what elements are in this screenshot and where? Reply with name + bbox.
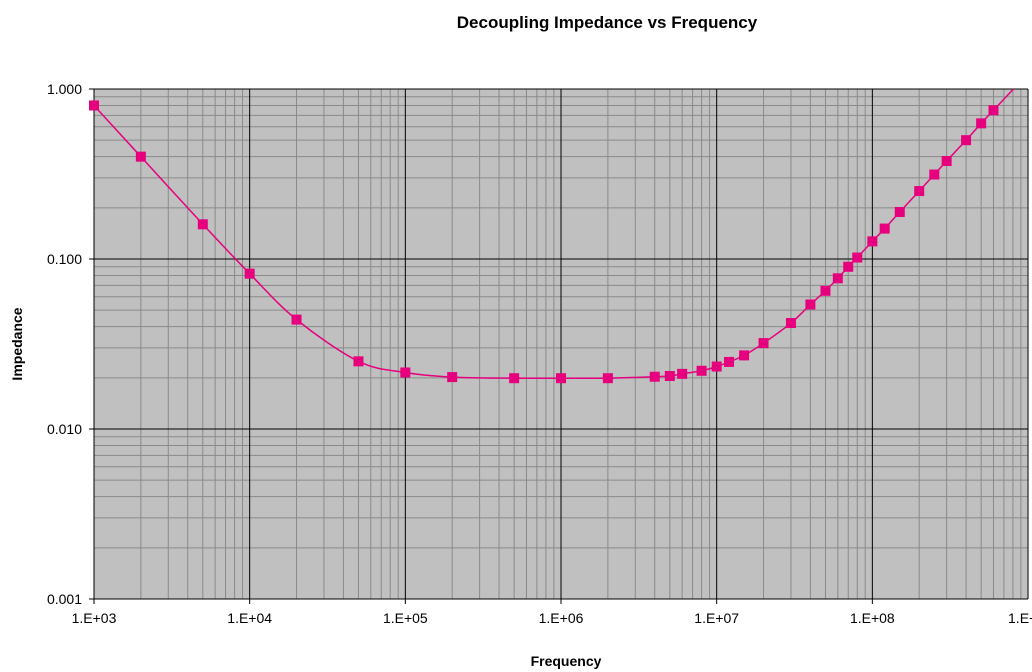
data-point-marker — [509, 373, 520, 384]
y-tick-label: 1.000 — [47, 81, 82, 97]
data-point-marker — [832, 273, 843, 284]
data-point-marker — [244, 268, 255, 279]
data-point-marker — [739, 350, 750, 361]
data-markers — [89, 100, 999, 384]
data-point-marker — [941, 156, 952, 167]
data-point-marker — [976, 118, 987, 129]
y-tick-label: 0.001 — [47, 591, 82, 607]
x-tick-label: 1.E+05 — [383, 610, 428, 626]
data-point-marker — [602, 373, 613, 384]
data-point-marker — [914, 186, 925, 197]
data-point-marker — [711, 361, 722, 372]
data-point-marker — [867, 236, 878, 247]
x-tick-label: 1.E+08 — [850, 610, 895, 626]
data-point-marker — [353, 356, 364, 367]
y-axis-title: Impedance — [9, 307, 25, 380]
data-point-marker — [664, 371, 675, 382]
x-tick-label: 1.E+04 — [227, 610, 272, 626]
data-point-marker — [400, 367, 411, 378]
data-point-marker — [879, 223, 890, 234]
data-point-marker — [843, 261, 854, 272]
data-point-marker — [961, 135, 972, 146]
data-point-marker — [988, 105, 999, 116]
data-point-marker — [291, 314, 302, 325]
data-point-marker — [556, 373, 567, 384]
data-point-marker — [758, 338, 769, 349]
data-point-marker — [929, 169, 940, 180]
y-tick-labels: 1.000 0.100 0.010 0.001 — [47, 81, 82, 607]
data-point-marker — [852, 252, 863, 263]
data-point-marker — [89, 100, 99, 111]
data-point-marker — [649, 371, 660, 382]
axes — [89, 88, 1028, 604]
data-point-marker — [447, 372, 458, 383]
data-point-marker — [785, 318, 796, 329]
data-point-marker — [820, 285, 831, 296]
data-point-marker — [677, 368, 688, 379]
x-tick-label: 1.E+ — [1008, 610, 1032, 626]
x-tick-label: 1.E+03 — [72, 610, 117, 626]
data-point-marker — [135, 151, 146, 162]
data-point-marker — [894, 207, 905, 218]
y-tick-label: 0.010 — [47, 421, 82, 437]
y-tick-label: 0.100 — [47, 251, 82, 267]
x-tick-labels: 1.E+03 1.E+04 1.E+05 1.E+06 1.E+07 1.E+08 1.E+ — [72, 610, 1032, 626]
data-point-marker — [724, 356, 735, 367]
x-axis-title: Frequency — [531, 653, 602, 669]
data-point-marker — [805, 299, 816, 310]
data-point-marker — [696, 365, 707, 376]
x-tick-label: 1.E+07 — [694, 610, 739, 626]
x-tick-label: 1.E+06 — [539, 610, 584, 626]
chart-title: Decoupling Impedance vs Frequency — [457, 13, 758, 32]
data-point-marker — [197, 219, 208, 230]
